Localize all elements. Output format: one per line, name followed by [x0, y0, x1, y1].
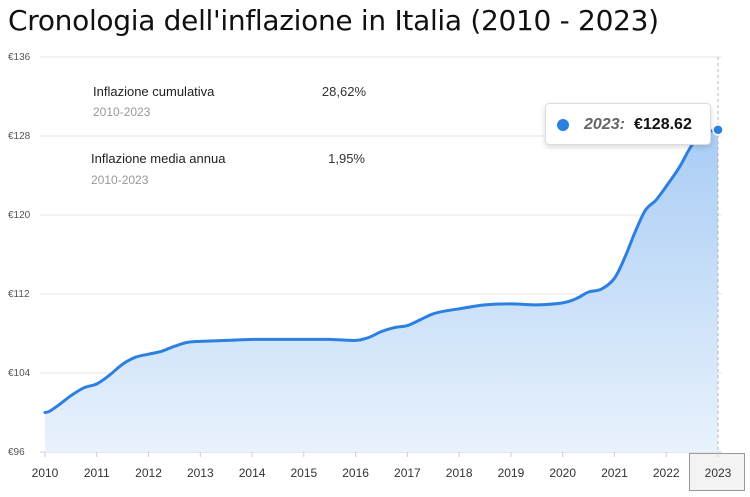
y-tick-label: €136 — [8, 52, 31, 63]
series-line — [43, 128, 720, 414]
highlighted-year-box — [689, 453, 745, 491]
tooltip-series-dot — [557, 119, 569, 131]
x-tick-label: 2018 — [446, 466, 473, 480]
x-axis-ticks: 2010 2011 2012 2013 2014 2015 2016 2017 2018 2019… — [32, 452, 732, 480]
stat-cumulative-value: 28,62% — [322, 84, 367, 99]
x-tick-label: 2017 — [394, 466, 421, 480]
x-tick-label: 2013 — [187, 466, 214, 480]
series-area — [45, 129, 718, 452]
x-tick-label: 2012 — [135, 466, 162, 480]
stat-annual-value: 1,95% — [328, 151, 365, 166]
x-tick-label: 2020 — [549, 466, 576, 480]
y-tick-label: €120 — [8, 210, 31, 221]
y-tick-label: €128 — [8, 131, 31, 142]
tooltip-value: €128.62 — [634, 116, 692, 133]
x-tick-label: 2011 — [84, 466, 110, 480]
x-tick-label: 2015 — [290, 466, 317, 480]
value-tooltip: 2023: €128.62 — [545, 103, 711, 145]
tooltip-year: 2023: — [584, 116, 625, 133]
x-tick-label: 2016 — [342, 466, 369, 480]
stat-cumulative-period: 2010-2023 — [93, 105, 151, 119]
y-tick-label: €112 — [8, 289, 30, 300]
stats-panel: Inflazione cumulativa 2010-2023 28,62% I… — [91, 84, 366, 187]
x-tick-label: 2021 — [601, 466, 628, 480]
chart-title: Cronologia dell'inflazione in Italia (20… — [8, 4, 659, 37]
x-tick-label: 2010 — [32, 466, 59, 480]
stat-cumulative-label: Inflazione cumulativa — [93, 84, 215, 99]
y-axis-ticks: €96 €104 €112 €120 €128 €136 — [8, 52, 31, 458]
hover-point[interactable] — [712, 124, 724, 136]
y-tick-label: €96 — [8, 447, 25, 458]
x-tick-label: 2019 — [498, 466, 525, 480]
x-tick-label: 2022 — [653, 466, 680, 480]
stat-annual-period: 2010-2023 — [91, 173, 149, 187]
y-tick-label: €104 — [8, 368, 31, 379]
stat-annual-label: Inflazione media annua — [91, 151, 226, 166]
x-tick-label[interactable]: 2023 — [705, 466, 732, 480]
x-tick-label: 2014 — [239, 466, 266, 480]
